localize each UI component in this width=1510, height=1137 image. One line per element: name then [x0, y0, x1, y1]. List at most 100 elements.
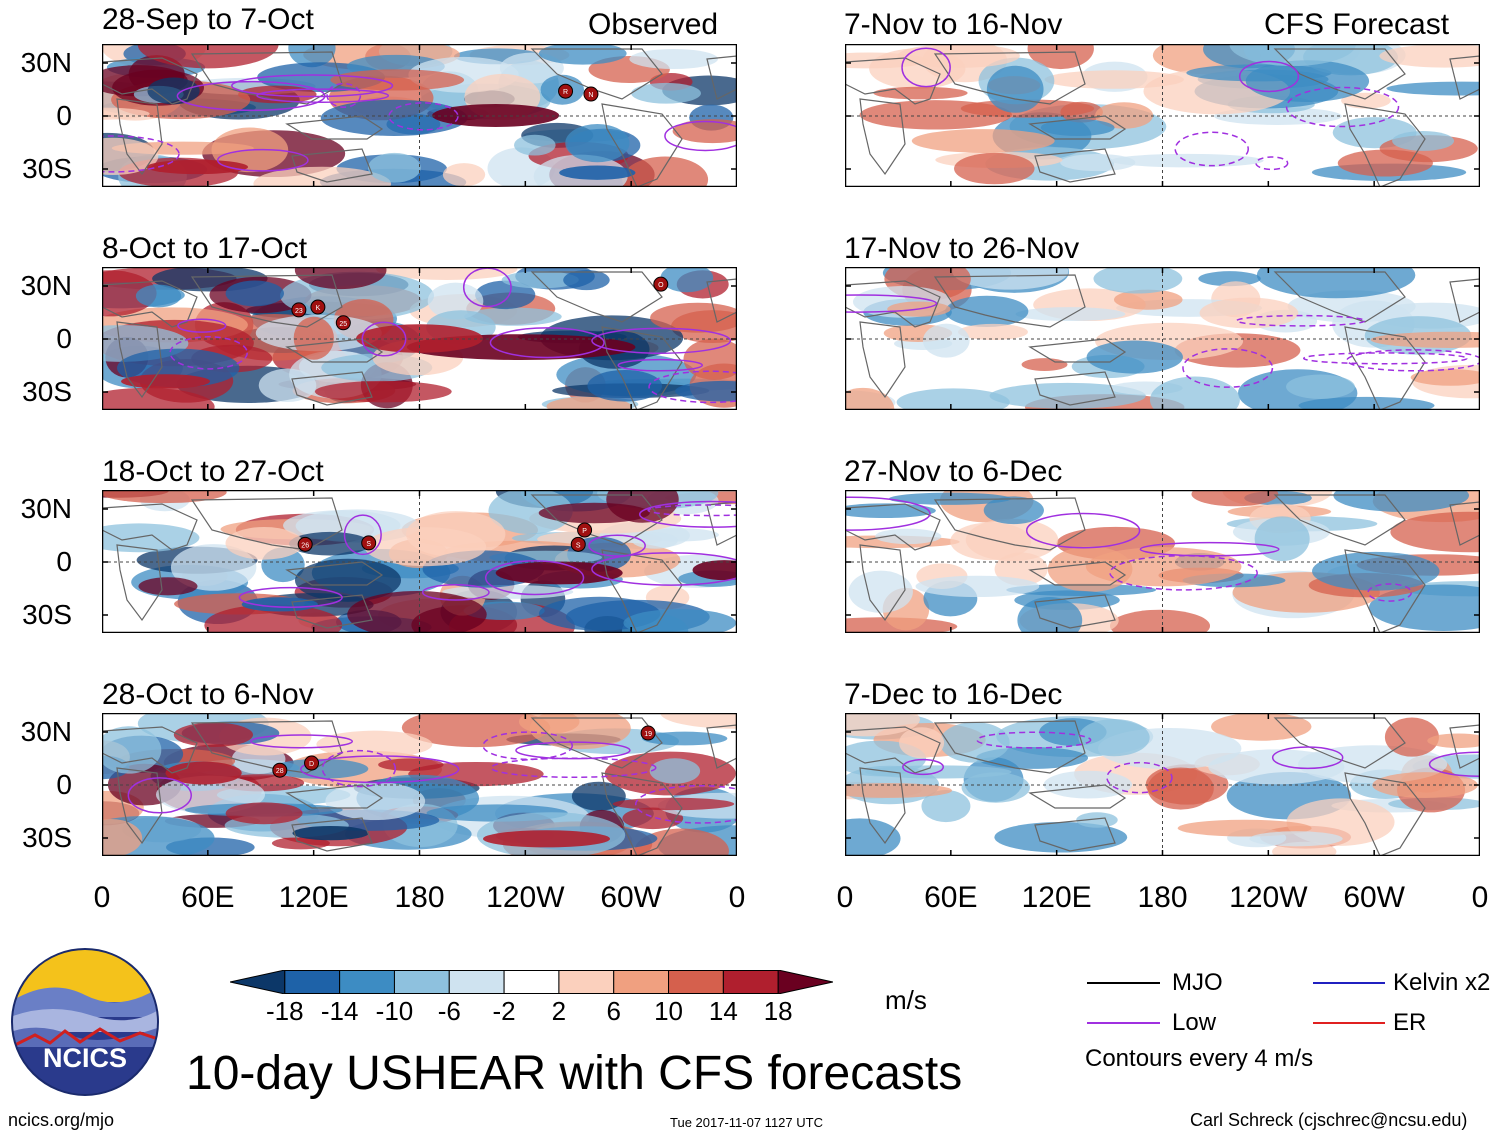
coastline: [933, 720, 1086, 774]
coastline: [1449, 724, 1480, 769]
low-contour: [102, 135, 180, 173]
footer-timestamp: Tue 2017-11-07 1127 UTC: [670, 1115, 823, 1130]
y-tick-label: 30S: [22, 599, 72, 630]
low-contour: [1174, 131, 1249, 167]
anomaly-patch: [1372, 772, 1478, 799]
anomaly-patch: [565, 123, 630, 163]
low-contour: [176, 80, 326, 112]
colorbar-swatch: [668, 970, 724, 994]
anomaly-patch: [135, 284, 182, 308]
coastline: [859, 767, 906, 845]
y-tick-label: 0: [56, 546, 72, 577]
colorbar-swatch: [339, 970, 395, 994]
colorbar-swatch: [393, 970, 450, 994]
coastline: [859, 544, 906, 622]
coastline: [1344, 772, 1426, 856]
storm-label: P: [582, 528, 587, 535]
low-contour: [1302, 352, 1468, 365]
legend-note: Contours every 4 m/s: [1085, 1045, 1314, 1072]
footer-url[interactable]: ncics.org/mjo: [8, 1110, 115, 1130]
anomaly-patch: [986, 65, 1044, 113]
storm-marker: 19: [640, 725, 656, 741]
low-contour: [343, 514, 382, 556]
anomaly-patch: [873, 86, 968, 100]
y-tick-label: 0: [56, 323, 72, 354]
anomaly-patch: [631, 82, 701, 104]
map-canvas: [845, 713, 1480, 856]
anomaly-patch: [1021, 358, 1068, 372]
y-tick-label: 30S: [22, 153, 72, 184]
page-title: 10-day USHEAR with CFS forecasts: [186, 1047, 963, 1100]
colorbar-label: -2: [492, 996, 516, 1026]
storm-label: 19: [644, 731, 652, 738]
low-contour: [256, 88, 390, 103]
storm-marker: 26: [297, 536, 313, 552]
low-contour: [664, 120, 737, 152]
anomaly-core: [292, 825, 369, 841]
anomaly-patch: [915, 575, 1040, 598]
low-contour: [591, 552, 737, 586]
colorbar-label: 10: [654, 996, 683, 1026]
coastline: [291, 817, 373, 852]
coastline: [933, 51, 1086, 105]
low-contour: [231, 74, 394, 98]
anomaly-patch: [994, 821, 1128, 853]
storm-label: N: [588, 92, 593, 99]
x-tick-label: 180: [394, 881, 445, 914]
y-tick-label: 30N: [20, 716, 72, 747]
anomaly-patch: [1191, 490, 1279, 507]
y-tick-label: 30S: [22, 822, 72, 853]
anomaly-patch: [102, 107, 150, 120]
storm-marker: S: [570, 536, 586, 552]
coastline: [530, 48, 663, 100]
low-contour: [647, 504, 737, 517]
anomaly-patch: [427, 282, 484, 320]
map-panel-left-2: 23 K 25 O: [102, 267, 737, 410]
coastline: [102, 57, 198, 105]
low-contour: [361, 321, 407, 357]
anomaly-patch: [314, 380, 452, 403]
x-tick-label: 120W: [486, 881, 565, 914]
anomaly-patch: [899, 727, 945, 759]
anomaly-patch: [896, 388, 1010, 410]
panel-title-right-1: 7-Nov to 16-Nov: [844, 8, 1063, 41]
panel-title-right-2: 17-Nov to 26-Nov: [844, 232, 1080, 265]
anomaly-patch: [950, 522, 1032, 561]
low-contour: [169, 336, 248, 370]
panel-title-left-2: 8-Oct to 17-Oct: [102, 232, 308, 265]
y-tick-label: 30N: [20, 493, 72, 524]
storm-marker: 28: [272, 762, 288, 778]
colorbar-swatch: [284, 970, 341, 994]
low-contour: [177, 318, 227, 333]
map-canvas: 23 K 25 O: [102, 267, 737, 410]
colorbar-swatch: [229, 969, 286, 995]
anomaly-patch: [650, 302, 737, 333]
anomaly-patch: [983, 496, 1044, 525]
colorbar-label: -6: [437, 996, 461, 1026]
ncics-logo: NCICS: [10, 947, 160, 1097]
colorbar: [229, 969, 834, 995]
anomaly-patch: [288, 44, 336, 68]
coastline: [102, 280, 198, 328]
anomaly-patch: [939, 722, 1010, 763]
map-canvas: [845, 267, 1480, 410]
coastline: [102, 503, 198, 551]
anomaly-patch: [1040, 119, 1115, 137]
anomaly-patch: [1109, 609, 1211, 633]
anomaly-patch: [952, 267, 1069, 290]
map-canvas: 28 D 19: [102, 713, 737, 856]
anomaly-patch: [1254, 516, 1310, 562]
anomaly-patch: [921, 790, 971, 823]
anomaly-core: [146, 159, 249, 175]
coastline: [1034, 371, 1116, 406]
storm-label: D: [309, 761, 314, 768]
colorbar-swatch: [503, 970, 560, 994]
anomaly-patch: [320, 99, 468, 136]
coastline: [116, 98, 163, 176]
anomaly-patch: [1410, 369, 1480, 386]
low-contour: [421, 583, 490, 601]
low-contour: [238, 586, 343, 609]
anomaly-patch: [1113, 289, 1183, 310]
low-contour: [1255, 156, 1289, 171]
